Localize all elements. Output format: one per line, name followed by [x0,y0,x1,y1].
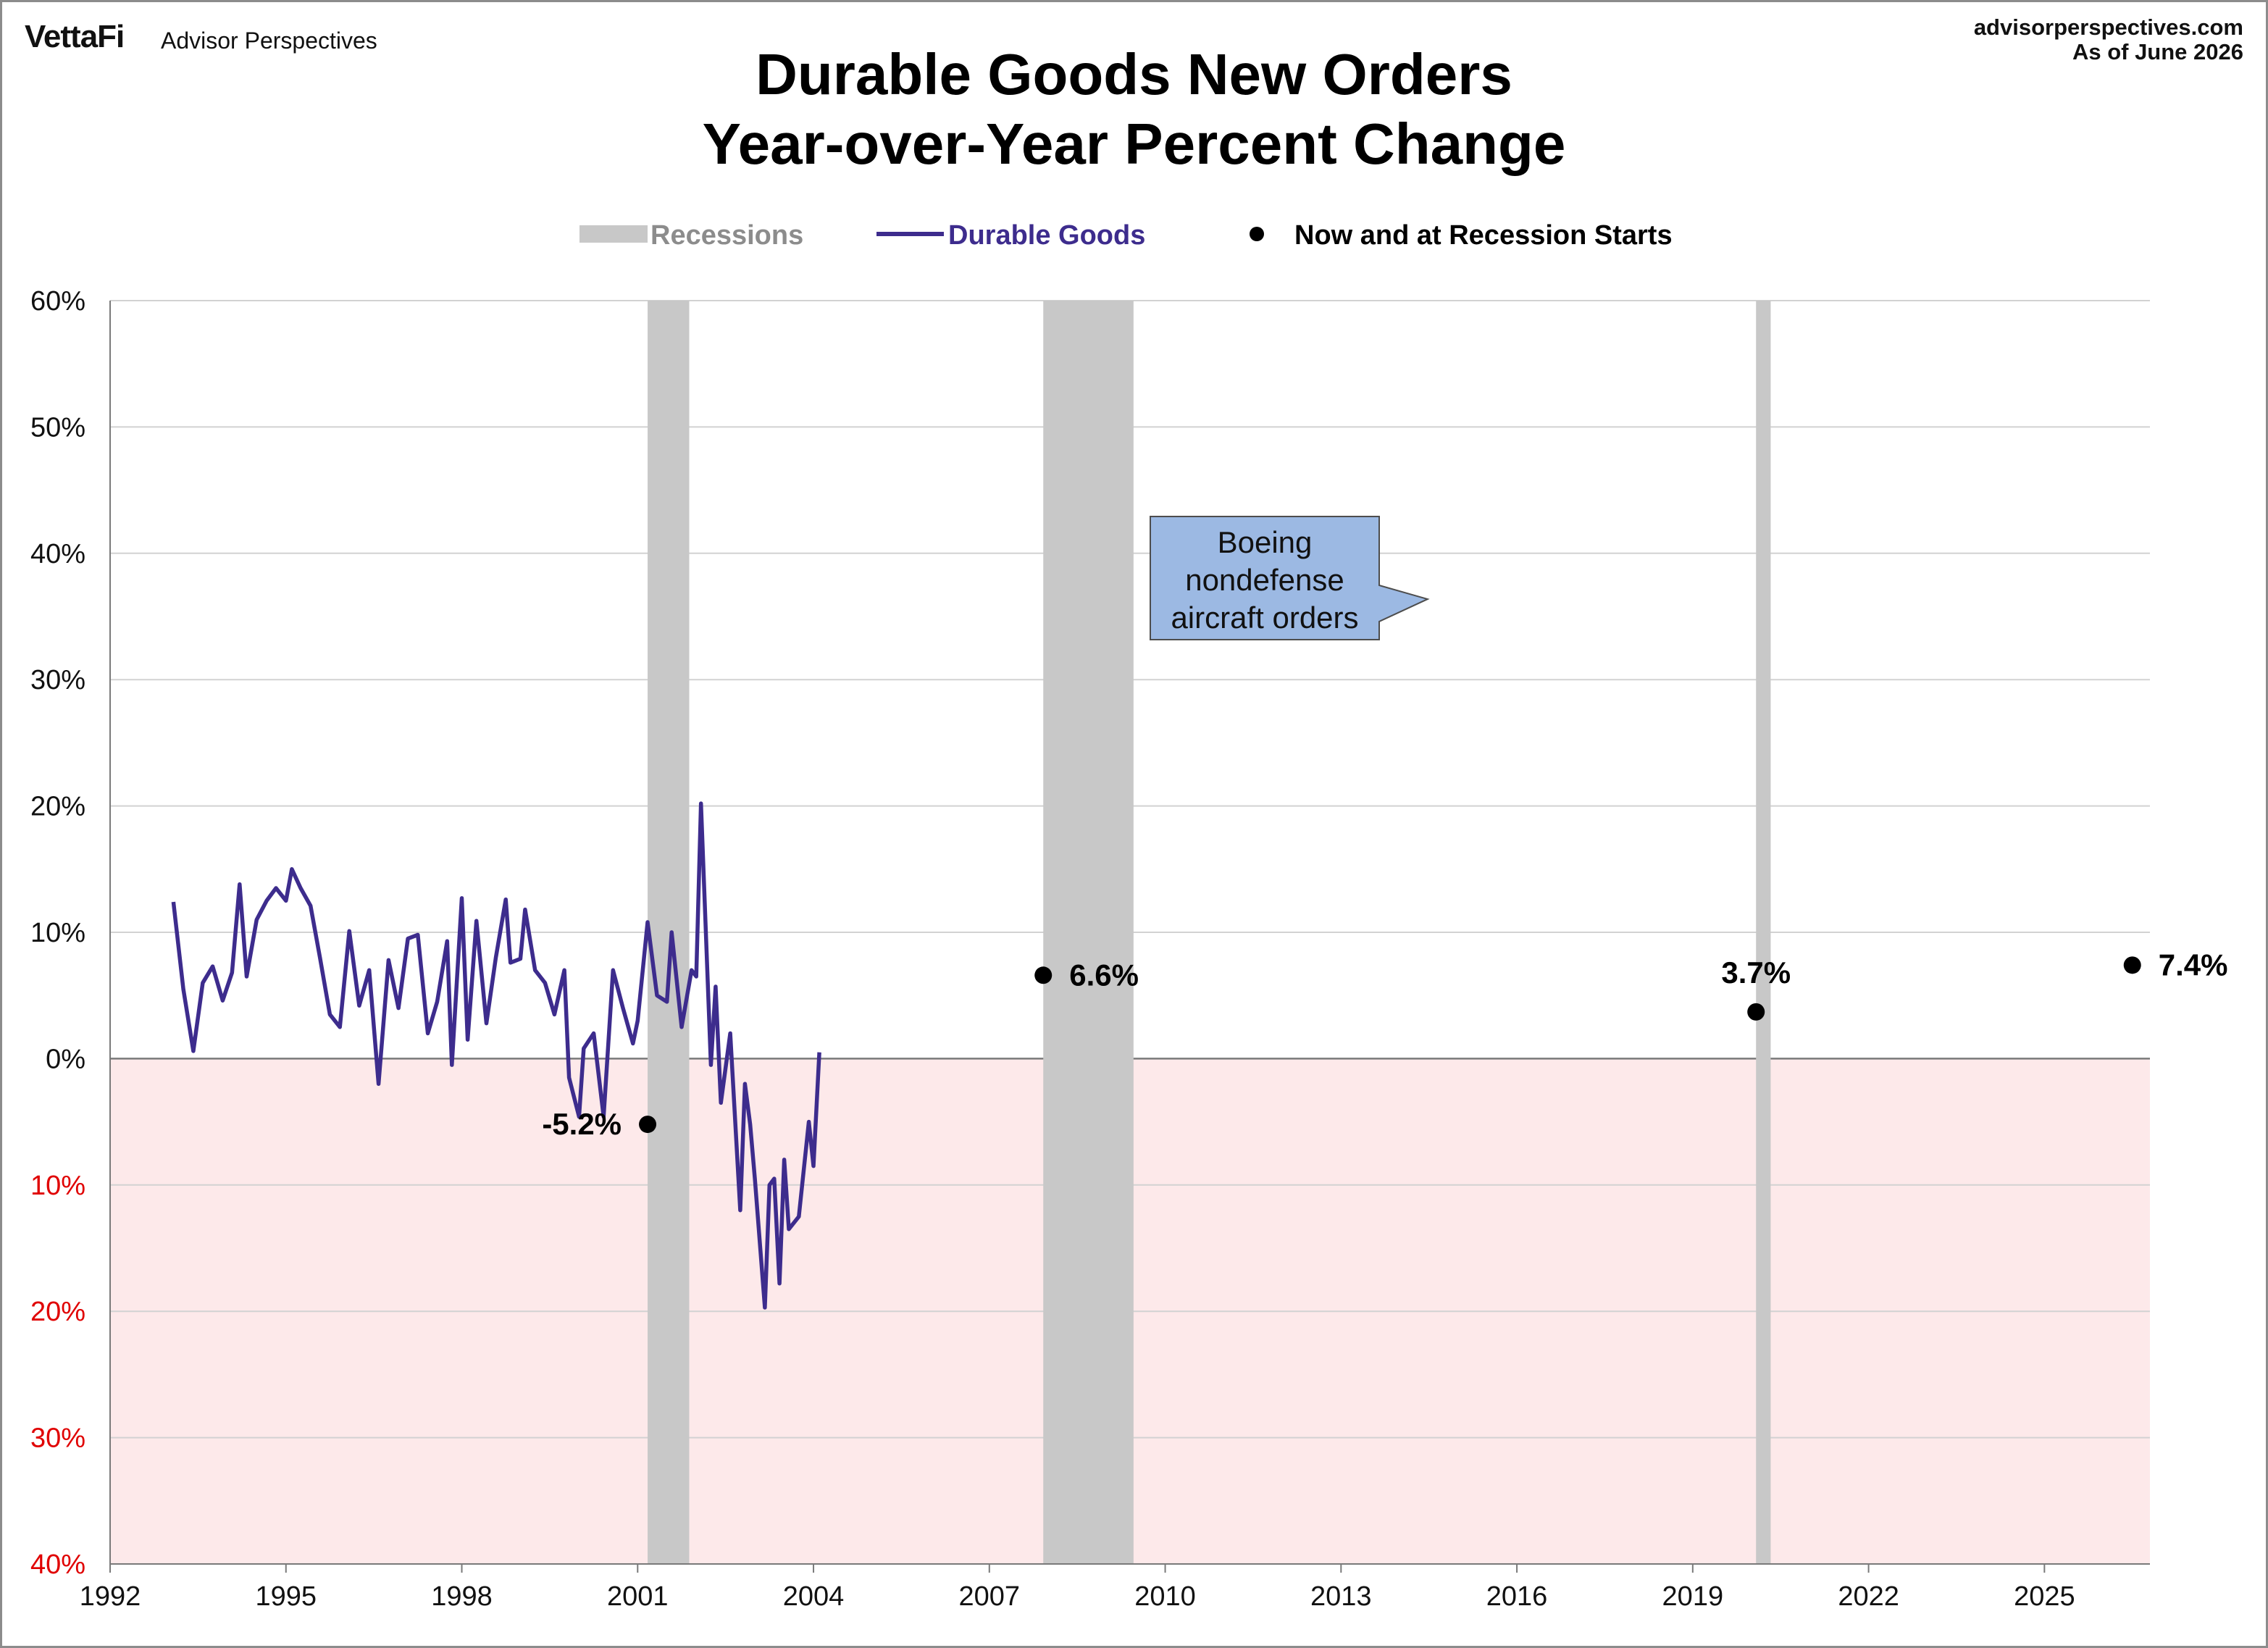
x-tick-label: 2016 [1486,1581,1548,1612]
x-tick-label: 2010 [1134,1581,1196,1612]
y-tick-label: 40% [30,539,85,569]
series-line-durable-goods [171,801,821,1310]
annotation-callout [1150,516,1430,640]
x-tick-label: 1992 [80,1581,141,1612]
recession-start-point [1747,1003,1765,1021]
y-tick-label: 30% [30,665,85,695]
point-label: 7.4% [2159,948,2228,982]
y-tick-label: 20% [30,792,85,822]
x-tick-label: 2004 [783,1581,845,1612]
y-tick-label: 50% [30,412,85,443]
site-url: advisorperspectives.com [1973,14,2243,40]
chart-title-line-2: Year-over-Year Percent Change [702,112,1566,176]
x-tick-label: 2013 [1310,1581,1372,1612]
y-tick-label: 30% [30,1423,85,1454]
vettafi-logo: VettaFi [25,19,125,54]
recession-band [648,301,690,1564]
point-label: 6.6% [1069,958,1139,992]
y-tick-label: 0% [46,1044,85,1074]
recession-band [1043,301,1134,1564]
y-tick-label: 40% [30,1549,85,1580]
chart-title-line-1: Durable Goods New Orders [756,42,1512,106]
y-tick-label: 20% [30,1297,85,1327]
x-tick-label: 2022 [1838,1581,1899,1612]
legend-swatch-now-points [1250,227,1264,241]
y-tick-label: 10% [30,1171,85,1201]
as-of-date: As of June 2026 [2072,39,2243,64]
x-tick-label: 2007 [959,1581,1021,1612]
x-tick-label: 2019 [1662,1581,1724,1612]
x-tick-label: 2025 [2014,1581,2075,1612]
annotation-text: nondefense [1185,563,1344,597]
x-tick-label: 2001 [607,1581,669,1612]
chart-title: Durable Goods New Orders Year-over-Year … [0,40,2268,179]
recession-start-point [639,1116,657,1134]
x-tick-label: 1995 [255,1581,317,1612]
brand-name: Advisor Perspectives [161,28,377,54]
legend-label-now-points: Now and at Recession Starts [1294,220,1673,251]
recession-start-point [2123,956,2141,974]
annotation-text: aircraft orders [1171,601,1358,635]
legend-label-recessions: Recessions [650,220,803,251]
y-tick-label: 10% [30,918,85,948]
recession-start-point [1034,966,1053,984]
point-label: -5.2% [542,1107,622,1141]
point-label: 3.7% [1721,955,1791,990]
legend-label-durable-goods: Durable Goods [948,220,1145,251]
legend-swatch-recessions [579,225,648,243]
y-tick-label: 60% [30,286,85,317]
annotation-text: Boeing [1218,525,1313,559]
x-tick-label: 1998 [431,1581,493,1612]
recession-band [1756,301,1771,1564]
